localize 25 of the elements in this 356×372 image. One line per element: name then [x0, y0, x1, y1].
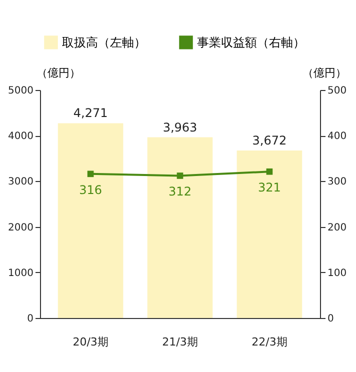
- y2-tick-label: 500: [328, 86, 347, 96]
- x-tick-label: 21/3期: [162, 336, 198, 348]
- data-label: 4,271: [73, 106, 108, 120]
- data-label: 316: [79, 182, 102, 197]
- y-tick-label: 0: [27, 314, 34, 324]
- y2-tick-label: 200: [328, 222, 347, 234]
- y-axis-title: （億円）: [36, 66, 80, 80]
- y-tick-label: 5000: [8, 86, 34, 96]
- x-tick-label: 22/3期: [252, 336, 288, 348]
- data-label: 3,963: [162, 120, 198, 134]
- y2-tick-label: 100: [328, 268, 347, 279]
- data-label: 3,672: [252, 134, 287, 148]
- y-tick-label: 2000: [8, 222, 34, 234]
- y2-tick-label: 300: [328, 176, 347, 188]
- x-tick-label: 20/3期: [72, 336, 108, 348]
- data-label: 321: [258, 180, 281, 195]
- y-tick-label: 1000: [8, 268, 34, 279]
- y2-axis-title: （億円）: [302, 66, 346, 80]
- y-tick-label: 4000: [8, 131, 34, 142]
- legend-label: 取扱高（左軸）: [62, 35, 146, 50]
- data-label: 312: [168, 184, 192, 199]
- y-tick-label: 3000: [8, 176, 34, 188]
- legend-label: 事業収益額（右軸）: [197, 35, 305, 50]
- y2-tick-label: 400: [328, 131, 347, 142]
- y2-tick-label: 0: [328, 314, 334, 324]
